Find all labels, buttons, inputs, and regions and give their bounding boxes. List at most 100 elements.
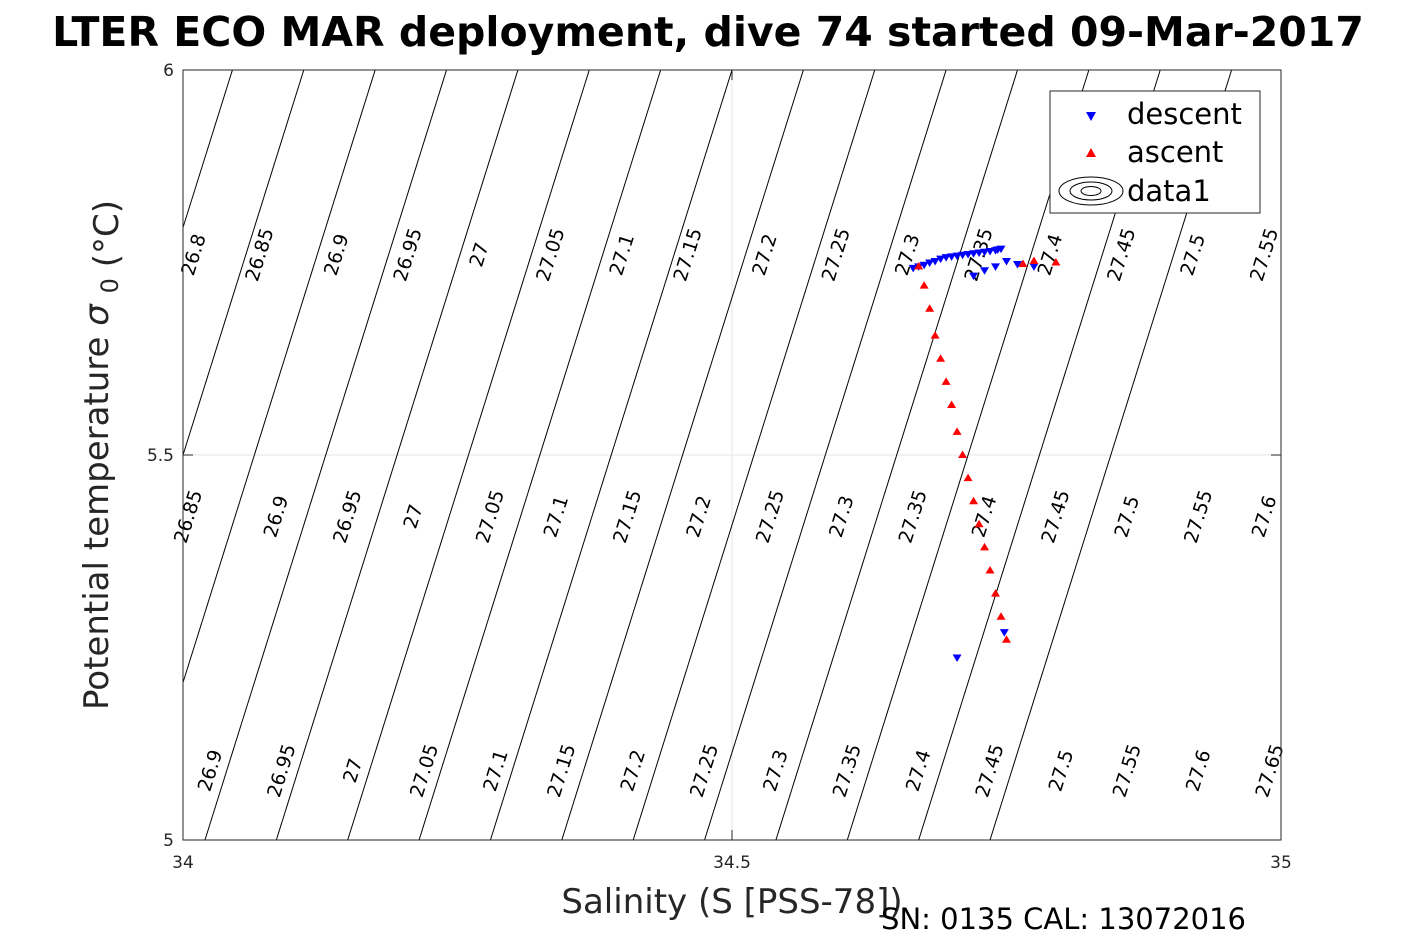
- contour-label-bg: [969, 738, 1009, 803]
- descent-point: [985, 247, 995, 256]
- contour-label-group: 27.25: [749, 483, 790, 549]
- svg-text:Potential temperature: Potential temperature σ 0 (°C): [77, 200, 127, 710]
- contour-label-group: 26.95: [387, 222, 427, 287]
- contour-label-group: 27.2: [614, 743, 651, 798]
- contour-label-group: 27.6: [1245, 489, 1282, 544]
- ascent-point: [947, 400, 957, 408]
- legend: descent ascent data1: [1049, 90, 1261, 214]
- contour-label-bg: [607, 483, 647, 549]
- ascent-point: [930, 331, 940, 339]
- contour-label-group: 27.15: [607, 483, 647, 549]
- descent-point: [919, 261, 929, 270]
- ascent-point: [996, 612, 1006, 620]
- descent-point: [980, 267, 990, 275]
- footnote: SN: 0135 CAL: 13072016: [881, 902, 1246, 936]
- isopycnal-line: [204, 70, 447, 840]
- contour-label: 27.25: [752, 487, 789, 545]
- y-tick-label: 6: [163, 61, 174, 81]
- contour-label: 27.3: [825, 493, 859, 540]
- contour-label-bg: [463, 237, 494, 272]
- contour-label-bg: [175, 227, 212, 282]
- contour-label-bg: [261, 738, 301, 803]
- contour-label-group: 27.05: [403, 738, 444, 803]
- contour-label: 27.55: [1109, 741, 1146, 799]
- descent-point: [930, 257, 940, 266]
- contour-label-bg: [888, 227, 925, 282]
- contour-label-bg: [537, 489, 574, 544]
- y-ticks: 55.56: [147, 61, 1281, 851]
- descent-point: [925, 259, 935, 267]
- legend-box: [1049, 90, 1261, 214]
- contour-label: 27.15: [669, 226, 706, 284]
- contour-label: 27.15: [609, 487, 646, 545]
- contour-label-bg: [1101, 222, 1141, 287]
- contour-label-bg: [1174, 227, 1211, 282]
- contour-label-group: 27.4: [965, 489, 1002, 544]
- ascent-point: [936, 354, 946, 362]
- descent-point: [969, 250, 979, 258]
- contour-label-group: 27: [463, 237, 494, 272]
- y-tick-label: 5: [163, 831, 174, 851]
- contour-label: 26.95: [263, 741, 300, 799]
- contour-label-group: 26.9: [191, 743, 228, 798]
- ascent-point: [1051, 258, 1061, 266]
- contour-label-bg: [1108, 489, 1145, 544]
- contour-label-bg: [541, 738, 581, 803]
- contour-label: 26.9: [194, 747, 228, 794]
- contour-label: 27.35: [829, 741, 866, 799]
- contour-label-bg: [1249, 738, 1289, 803]
- y-axis-label: Potential temperature: [77, 337, 117, 710]
- series-descent: [908, 245, 1039, 663]
- descent-point: [952, 654, 962, 663]
- contour-label-group: 26.95: [327, 483, 367, 549]
- contour-label-group: 26.8: [175, 227, 212, 282]
- contour-label: 27.2: [748, 231, 782, 278]
- y-axis-symbol: σ: [77, 303, 117, 326]
- contour-label: 26.95: [329, 487, 366, 545]
- contour-label-group: 27.45: [1101, 222, 1141, 287]
- contour-label: 27.25: [686, 741, 723, 799]
- legend-data1-label: data1: [1127, 174, 1211, 208]
- isopycnal-line: [183, 70, 305, 457]
- contour-label-group: 27.25: [815, 222, 855, 287]
- legend-descent-label: descent: [1127, 97, 1242, 131]
- contour-label-bg: [892, 483, 932, 549]
- descent-point: [1029, 263, 1039, 271]
- x-ticks: 34 34.5 35: [172, 70, 1292, 873]
- contour-label: 27.6: [1248, 493, 1282, 540]
- contour-label: 27.3: [891, 231, 925, 278]
- isopycnal-line: [632, 70, 876, 840]
- x-tick-label: 34: [172, 853, 194, 873]
- descent-point: [947, 253, 957, 261]
- contour-label-group: 27.6: [1179, 743, 1216, 798]
- contour-label-group: 27.05: [530, 222, 570, 287]
- descent-point: [952, 252, 962, 261]
- grid: [183, 70, 1281, 840]
- data-series: [908, 245, 1061, 663]
- ascent-point: [1029, 256, 1039, 264]
- contour-label: 26.85: [241, 226, 278, 284]
- contour-label-group: 27.25: [683, 738, 724, 803]
- descent-point: [941, 254, 951, 262]
- contour-label-group: 27.4: [899, 743, 936, 798]
- x-tick-label: 35: [1270, 853, 1292, 873]
- contour-label: 27.55: [1180, 487, 1217, 545]
- descent-point: [936, 255, 946, 264]
- contour-label-bg: [469, 483, 510, 549]
- contour-label: 27.4: [1034, 231, 1068, 278]
- contour-label-bg: [1031, 227, 1068, 282]
- descent-point: [974, 249, 984, 257]
- contour-label-bg: [257, 489, 294, 544]
- ascent-point: [991, 589, 1001, 597]
- ascent-point: [1002, 635, 1011, 643]
- contour-label-group: 27.55: [1106, 738, 1146, 803]
- contour-label-group: 27.3: [822, 489, 859, 544]
- contour-label-bg: [327, 483, 367, 549]
- series-ascent: [914, 256, 1061, 643]
- isopycnal-line: [489, 70, 733, 840]
- contour-label-group: 26.9: [257, 489, 294, 544]
- contour-label-bg: [680, 489, 717, 544]
- contour-label: 27.45: [971, 741, 1008, 799]
- isopycnal-line: [418, 70, 662, 840]
